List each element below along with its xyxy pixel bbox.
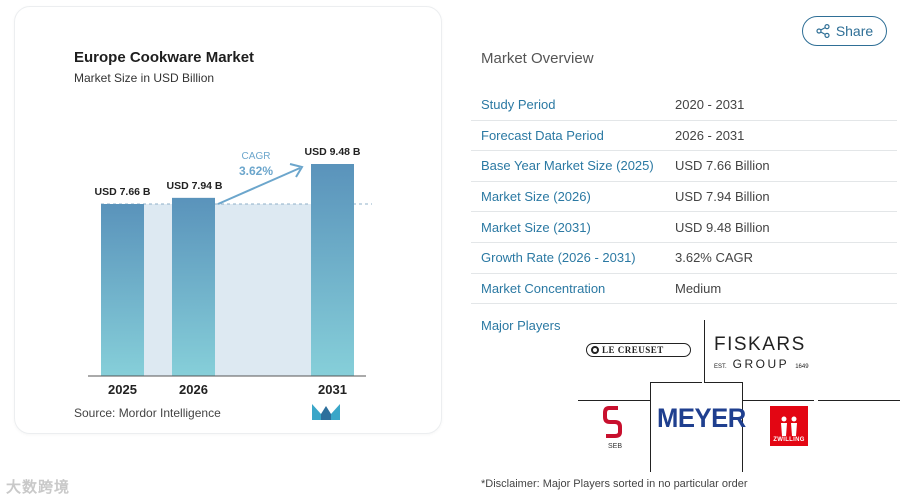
overview-row: Market Size (2031) USD 9.48 Billion <box>471 212 897 243</box>
major-players-grid: LE CREUSET FISKARS EST. GROUP 1649 SEB M… <box>578 320 900 472</box>
major-players-label[interactable]: Major Players <box>481 318 561 333</box>
zwilling-twins-icon <box>781 416 797 436</box>
row-value: 2020 - 2031 <box>675 97 745 113</box>
row-value: Medium <box>675 280 722 296</box>
share-icon <box>816 24 830 38</box>
overview-row: Base Year Market Size (2025) USD 7.66 Bil… <box>471 151 897 182</box>
fiskars-logo: FISKARS EST. GROUP 1649 <box>714 334 824 371</box>
row-value: USD 7.94 Billion <box>675 189 770 205</box>
fiskars-est: EST. <box>714 364 727 370</box>
chart-source: Source: Mordor Intelligence <box>74 406 221 420</box>
zwilling-logo: ZWILLING <box>770 406 808 446</box>
cagr-value: 3.62% <box>239 164 273 178</box>
overview-table: Study Period 2020 - 2031 Forecast Data Pe… <box>471 90 897 305</box>
row-key[interactable]: Market Size (2031) <box>481 219 591 235</box>
row-key[interactable]: Base Year Market Size (2025) <box>481 158 654 174</box>
row-key[interactable]: Forecast Data Period <box>481 127 604 143</box>
seb-name: SEB <box>607 443 622 450</box>
chart-tick-label: 2025 <box>108 382 137 397</box>
overview-row: Growth Rate (2026 - 2031) 3.62% CAGR <box>471 243 897 274</box>
row-key[interactable]: Study Period <box>481 97 556 113</box>
overview-title: Market Overview <box>481 50 594 67</box>
fiskars-group: GROUP <box>732 357 790 371</box>
zwilling-name: ZWILLING <box>773 437 805 443</box>
chart-tick-label: 2031 <box>318 382 347 397</box>
chart-data-label: USD 9.48 B <box>304 146 360 158</box>
row-value: USD 7.66 Billion <box>675 158 770 174</box>
fiskars-year: 1649 <box>795 364 809 370</box>
share-label: Share <box>835 23 874 39</box>
row-value: 2026 - 2031 <box>675 127 745 143</box>
overview-row: Forecast Data Period 2026 - 2031 <box>471 121 897 152</box>
fiskars-name: FISKARS <box>714 334 806 355</box>
chart-bar <box>101 204 144 376</box>
mordor-logo-icon <box>312 404 340 420</box>
overview-row: Study Period 2020 - 2031 <box>471 90 897 121</box>
chart-data-label: USD 7.66 B <box>94 186 150 198</box>
le-creuset-ring-icon <box>591 346 599 354</box>
disclaimer: *Disclaimer: Major Players sorted in no … <box>481 478 748 490</box>
row-key[interactable]: Market Size (2026) <box>481 189 591 205</box>
le-creuset-name: LE CREUSET <box>602 345 664 355</box>
bar-chart: USD 7.66 B 2025 USD 7.94 B 2026 USD 9.48 B 20… <box>88 146 372 397</box>
row-value: USD 9.48 Billion <box>675 219 770 235</box>
chart-subtitle: Market Size in USD Billion <box>74 71 215 85</box>
overview-row: Market Concentration Medium <box>471 274 897 305</box>
share-button[interactable]: Share <box>802 16 887 46</box>
overview-row: Market Size (2026) USD 7.94 Billion <box>471 182 897 213</box>
row-key[interactable]: Growth Rate (2026 - 2031) <box>481 250 636 266</box>
seb-logo: SEB <box>603 406 627 450</box>
le-creuset-logo: LE CREUSET <box>586 343 691 357</box>
cagr-label: CAGR <box>242 151 271 162</box>
chart-bar <box>172 197 215 376</box>
chart-data-label: USD 7.94 B <box>166 180 222 192</box>
chart-tick-label: 2026 <box>179 382 208 397</box>
row-key[interactable]: Market Concentration <box>481 280 606 296</box>
cagr-arrow-head-icon <box>289 163 304 178</box>
watermark: 大数跨境 <box>6 479 71 496</box>
meyer-name: MEYER <box>657 403 746 433</box>
row-value: 3.62% CAGR <box>675 250 754 266</box>
chart-title: Europe Cookware Market <box>74 49 255 66</box>
chart-bar <box>311 164 354 376</box>
cagr-arrow-line <box>217 167 301 205</box>
seb-s-icon <box>603 406 622 438</box>
